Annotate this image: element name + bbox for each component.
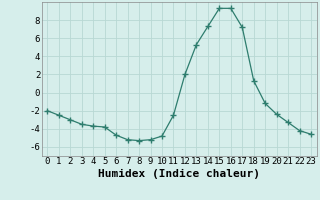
X-axis label: Humidex (Indice chaleur): Humidex (Indice chaleur) (98, 169, 260, 179)
